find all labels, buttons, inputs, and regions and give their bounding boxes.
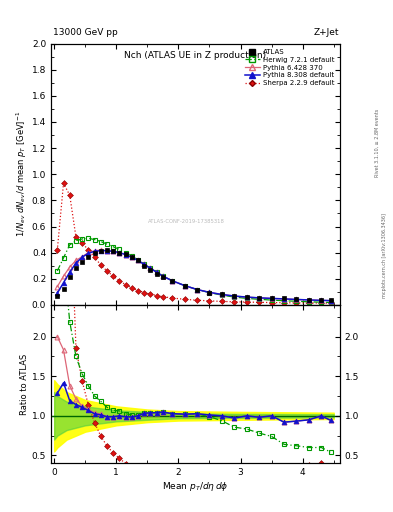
- Text: ATLAS-CONF-2019-17385318: ATLAS-CONF-2019-17385318: [149, 219, 225, 224]
- Legend: ATLAS, Herwig 7.2.1 default, Pythia 6.428 370, Pythia 8.308 default, Sherpa 2.2.: ATLAS, Herwig 7.2.1 default, Pythia 6.42…: [243, 47, 336, 88]
- X-axis label: Mean $p_T/d\eta\,d\phi$: Mean $p_T/d\eta\,d\phi$: [162, 480, 229, 493]
- Text: 13000 GeV pp: 13000 GeV pp: [53, 28, 118, 37]
- Y-axis label: $1/N_{ev}$ $dN_{ev}/d$ mean $p_T$ [GeV]$^{-1}$: $1/N_{ev}$ $dN_{ev}/d$ mean $p_T$ [GeV]$…: [15, 111, 29, 238]
- Text: Z+Jet: Z+Jet: [314, 28, 339, 37]
- Text: mcplots.cern.ch [arXiv:1306.3436]: mcplots.cern.ch [arXiv:1306.3436]: [382, 214, 387, 298]
- Text: Nch (ATLAS UE in Z production): Nch (ATLAS UE in Z production): [125, 51, 266, 60]
- Text: Rivet 3.1.10, ≥ 2.8M events: Rivet 3.1.10, ≥ 2.8M events: [375, 109, 380, 178]
- Y-axis label: Ratio to ATLAS: Ratio to ATLAS: [20, 353, 29, 415]
